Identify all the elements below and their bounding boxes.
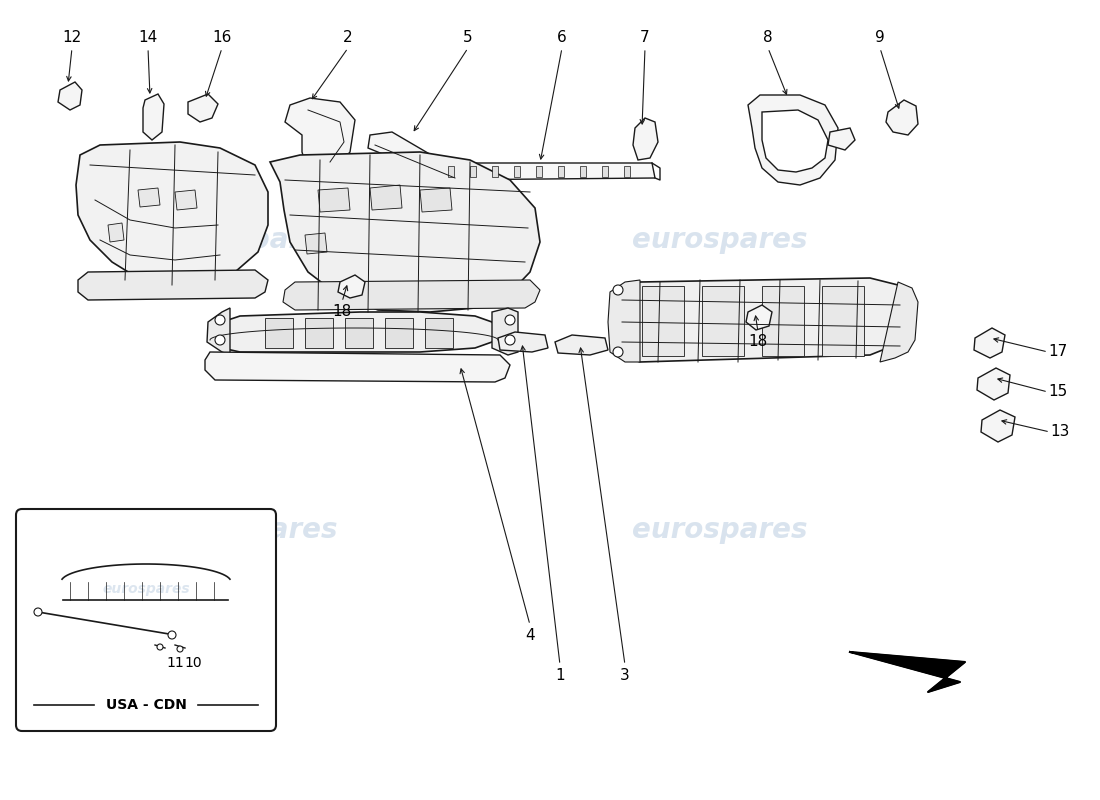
Polygon shape (205, 352, 510, 382)
Polygon shape (175, 190, 197, 210)
Circle shape (613, 347, 623, 357)
Polygon shape (338, 275, 365, 298)
Polygon shape (305, 318, 333, 348)
Polygon shape (642, 286, 684, 356)
Polygon shape (425, 318, 453, 348)
Polygon shape (420, 188, 452, 212)
Bar (624, 166, 630, 177)
Circle shape (505, 315, 515, 325)
Polygon shape (610, 278, 910, 362)
Text: 14: 14 (139, 30, 157, 46)
Polygon shape (608, 280, 640, 362)
Polygon shape (428, 163, 654, 180)
Text: 18: 18 (748, 334, 768, 350)
Text: 11: 11 (166, 656, 184, 670)
Text: eurospares: eurospares (102, 582, 190, 595)
Text: eurospares: eurospares (163, 516, 338, 544)
Polygon shape (880, 282, 918, 362)
Polygon shape (283, 280, 540, 310)
Text: 18: 18 (332, 305, 352, 319)
Polygon shape (977, 368, 1010, 400)
Polygon shape (981, 410, 1015, 442)
Polygon shape (828, 128, 855, 150)
Circle shape (214, 335, 225, 345)
Text: eurospares: eurospares (632, 226, 807, 254)
Polygon shape (886, 100, 918, 135)
Polygon shape (748, 95, 838, 185)
Circle shape (157, 644, 163, 650)
Text: 12: 12 (63, 30, 81, 46)
Bar (514, 166, 520, 177)
Polygon shape (285, 98, 355, 178)
Bar (536, 166, 542, 177)
Text: 17: 17 (1048, 345, 1068, 359)
Text: USA - CDN: USA - CDN (106, 698, 186, 712)
Polygon shape (108, 223, 124, 242)
Bar (602, 166, 608, 177)
Polygon shape (702, 286, 744, 356)
Polygon shape (318, 188, 350, 212)
Polygon shape (345, 318, 373, 348)
Bar (470, 166, 476, 177)
Bar (580, 166, 586, 177)
Circle shape (168, 631, 176, 639)
Text: 3: 3 (620, 667, 630, 682)
Text: 4: 4 (525, 627, 535, 642)
Polygon shape (762, 286, 804, 356)
Text: 7: 7 (640, 30, 650, 46)
Polygon shape (58, 82, 82, 110)
Polygon shape (210, 312, 498, 352)
Text: 1: 1 (556, 667, 564, 682)
Text: eurospares: eurospares (632, 516, 807, 544)
Polygon shape (368, 132, 462, 185)
Polygon shape (138, 188, 160, 207)
Polygon shape (556, 335, 608, 355)
Text: 8: 8 (763, 30, 773, 46)
Polygon shape (265, 318, 293, 348)
Circle shape (34, 608, 42, 616)
Polygon shape (143, 94, 164, 140)
Bar (492, 166, 498, 177)
Text: 10: 10 (184, 656, 201, 670)
Polygon shape (498, 332, 548, 352)
Polygon shape (270, 152, 540, 312)
Text: 15: 15 (1048, 385, 1068, 399)
Polygon shape (188, 94, 218, 122)
Polygon shape (492, 308, 518, 355)
Text: 6: 6 (557, 30, 566, 46)
FancyBboxPatch shape (16, 509, 276, 731)
Polygon shape (746, 305, 772, 330)
Polygon shape (632, 118, 658, 160)
Text: 9: 9 (876, 30, 884, 46)
Text: 2: 2 (343, 30, 353, 46)
Circle shape (214, 315, 225, 325)
Text: 5: 5 (463, 30, 473, 46)
Text: 16: 16 (212, 30, 232, 46)
Polygon shape (76, 142, 268, 285)
Polygon shape (974, 328, 1005, 358)
Text: 13: 13 (1050, 425, 1069, 439)
Polygon shape (305, 233, 327, 254)
Circle shape (505, 335, 515, 345)
Polygon shape (78, 270, 268, 300)
Polygon shape (385, 318, 412, 348)
Polygon shape (822, 286, 864, 356)
Polygon shape (207, 308, 230, 355)
Circle shape (613, 285, 623, 295)
Polygon shape (762, 110, 828, 172)
Bar (558, 166, 564, 177)
Bar (448, 166, 454, 177)
Text: eurospares: eurospares (163, 226, 338, 254)
Polygon shape (850, 652, 965, 692)
Polygon shape (370, 185, 402, 210)
Circle shape (177, 646, 183, 652)
